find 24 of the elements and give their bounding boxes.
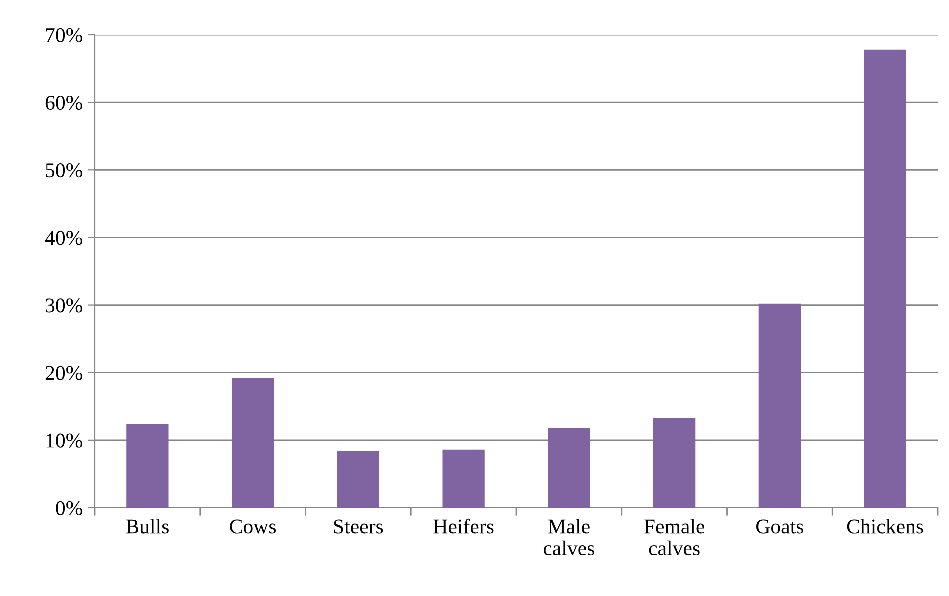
bar <box>337 451 380 508</box>
bar <box>653 418 696 508</box>
x-tick-label: Heifers <box>434 518 494 534</box>
x-tick-label: Male calves <box>544 519 594 556</box>
bar <box>864 50 906 508</box>
bar <box>548 428 590 508</box>
x-tick-label: Female calves <box>644 519 704 556</box>
x-tick-label: Goats <box>756 520 804 534</box>
bar <box>232 378 274 508</box>
bar <box>442 450 485 508</box>
y-tick-label: 20% <box>46 366 82 380</box>
y-tick-label: 10% <box>46 434 82 448</box>
y-tick-label: 0% <box>56 501 82 516</box>
x-tick-label: Steers <box>334 520 384 534</box>
bar <box>758 304 802 508</box>
y-tick-label: 30% <box>46 298 82 313</box>
y-tick-label: 40% <box>45 231 82 246</box>
x-tick-label: Bulls <box>126 519 169 534</box>
x-tick-label: Cows <box>230 520 276 534</box>
bar <box>126 424 169 508</box>
y-tick-label: 60% <box>46 96 82 110</box>
x-tick-label: Chickens <box>847 519 924 534</box>
y-tick-label: 70% <box>46 28 82 42</box>
y-tick-label: 50% <box>46 164 82 178</box>
